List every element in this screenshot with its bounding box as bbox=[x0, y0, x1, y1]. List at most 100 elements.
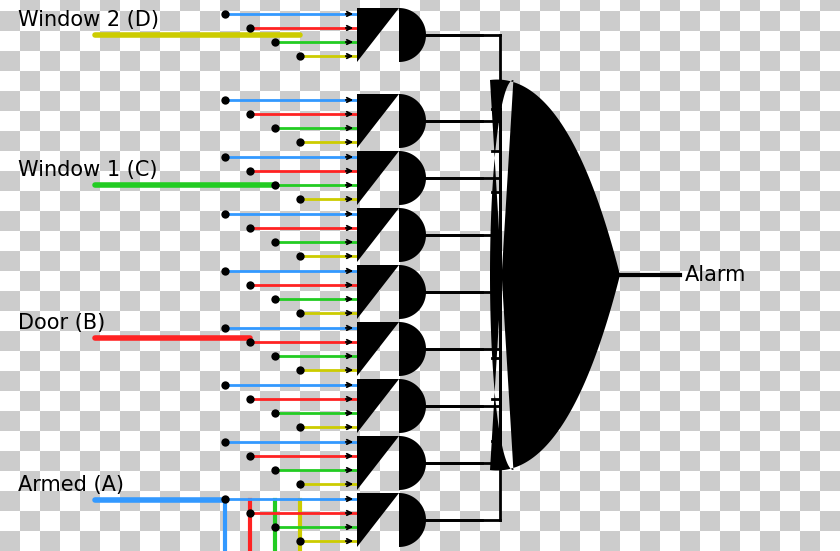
Bar bbox=[120, 51, 140, 71]
Bar bbox=[600, 451, 620, 471]
Bar bbox=[520, 171, 540, 191]
Bar bbox=[200, 51, 220, 71]
Bar bbox=[0, 171, 20, 191]
Bar bbox=[640, 191, 660, 211]
Bar bbox=[800, 291, 820, 311]
Bar bbox=[220, 491, 240, 511]
Bar bbox=[380, 191, 400, 211]
Bar bbox=[480, 531, 500, 551]
Polygon shape bbox=[357, 493, 426, 547]
Bar bbox=[360, 391, 380, 411]
Bar bbox=[140, 11, 160, 31]
Bar bbox=[20, 471, 40, 491]
Bar bbox=[420, 0, 440, 11]
Bar bbox=[140, 431, 160, 451]
Bar bbox=[680, 431, 700, 451]
Bar bbox=[260, 191, 280, 211]
Bar bbox=[520, 491, 540, 511]
Bar bbox=[740, 31, 760, 51]
Bar bbox=[120, 171, 140, 191]
Bar bbox=[740, 171, 760, 191]
Bar bbox=[700, 251, 720, 271]
Bar bbox=[480, 471, 500, 491]
Bar bbox=[740, 111, 760, 131]
Bar bbox=[560, 111, 580, 131]
Bar bbox=[40, 171, 60, 191]
Bar bbox=[600, 231, 620, 251]
Bar bbox=[700, 311, 720, 331]
Bar bbox=[620, 391, 640, 411]
Bar bbox=[520, 371, 540, 391]
Bar bbox=[140, 411, 160, 431]
Bar bbox=[800, 111, 820, 131]
Bar bbox=[420, 111, 440, 131]
Bar bbox=[560, 131, 580, 151]
Bar bbox=[660, 291, 680, 311]
Bar bbox=[260, 131, 280, 151]
Bar bbox=[520, 31, 540, 51]
Bar bbox=[220, 31, 240, 51]
Bar bbox=[400, 371, 420, 391]
Bar bbox=[0, 511, 20, 531]
Bar bbox=[640, 371, 660, 391]
Bar bbox=[220, 431, 240, 451]
Bar bbox=[740, 331, 760, 351]
Bar bbox=[300, 211, 320, 231]
Bar bbox=[580, 231, 600, 251]
Bar bbox=[620, 111, 640, 131]
Bar bbox=[220, 191, 240, 211]
Bar bbox=[780, 111, 800, 131]
Bar bbox=[780, 471, 800, 491]
Bar bbox=[440, 451, 460, 471]
Bar bbox=[820, 391, 840, 411]
Bar bbox=[20, 251, 40, 271]
Bar bbox=[60, 231, 80, 251]
Bar bbox=[560, 31, 580, 51]
Bar bbox=[340, 191, 360, 211]
Bar bbox=[220, 391, 240, 411]
Bar bbox=[240, 131, 260, 151]
Bar bbox=[460, 351, 480, 371]
Bar bbox=[640, 31, 660, 51]
Bar bbox=[240, 191, 260, 211]
Bar bbox=[640, 451, 660, 471]
Bar bbox=[300, 491, 320, 511]
Bar bbox=[560, 291, 580, 311]
Bar bbox=[700, 191, 720, 211]
Bar bbox=[440, 131, 460, 151]
Bar bbox=[340, 151, 360, 171]
Bar bbox=[280, 11, 300, 31]
Bar bbox=[580, 291, 600, 311]
Bar bbox=[700, 511, 720, 531]
Bar bbox=[80, 471, 100, 491]
Bar bbox=[640, 491, 660, 511]
Bar bbox=[120, 531, 140, 551]
Bar bbox=[360, 0, 380, 11]
Bar bbox=[460, 511, 480, 531]
Bar bbox=[60, 291, 80, 311]
Bar bbox=[580, 451, 600, 471]
Bar bbox=[280, 191, 300, 211]
Bar bbox=[560, 451, 580, 471]
Bar bbox=[300, 111, 320, 131]
Bar bbox=[20, 51, 40, 71]
Bar bbox=[680, 331, 700, 351]
Bar bbox=[80, 511, 100, 531]
Bar bbox=[220, 271, 240, 291]
Bar bbox=[680, 391, 700, 411]
Bar bbox=[600, 531, 620, 551]
Bar bbox=[120, 491, 140, 511]
Bar bbox=[300, 431, 320, 451]
Bar bbox=[400, 291, 420, 311]
Bar bbox=[380, 231, 400, 251]
Bar bbox=[560, 251, 580, 271]
Bar bbox=[380, 371, 400, 391]
Bar bbox=[600, 371, 620, 391]
Bar bbox=[600, 171, 620, 191]
Bar bbox=[0, 111, 20, 131]
Bar bbox=[160, 91, 180, 111]
Bar bbox=[520, 431, 540, 451]
Bar bbox=[540, 511, 560, 531]
Bar bbox=[60, 451, 80, 471]
Bar bbox=[100, 411, 120, 431]
